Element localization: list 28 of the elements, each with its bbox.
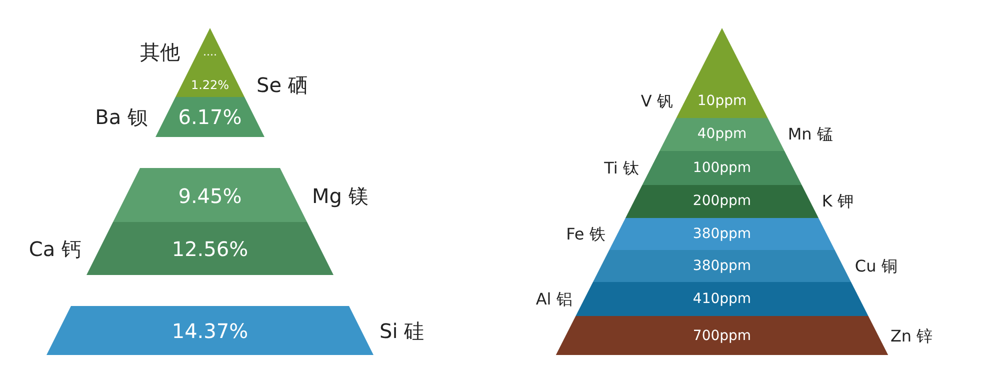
category-label: Cu 铜 xyxy=(854,256,898,276)
data-label: 380ppm xyxy=(692,226,752,242)
category-label: Ca 钙 xyxy=(28,237,82,261)
data-label: 100ppm xyxy=(692,160,752,176)
data-label: 700ppm xyxy=(692,328,752,344)
category-label: Zn 锌 xyxy=(890,326,933,346)
category-label: Si 硅 xyxy=(380,319,424,343)
data-label: 410ppm xyxy=(692,291,752,307)
data-label: 12.56% xyxy=(172,237,248,261)
category-label: Se 硒 xyxy=(256,73,308,97)
category-label: Ba 钡 xyxy=(95,105,148,129)
data-label: 10ppm xyxy=(697,93,747,109)
data-label: 40ppm xyxy=(697,126,747,142)
category-label: Mg 镁 xyxy=(312,184,368,208)
category-label: K 钾 xyxy=(822,192,854,210)
category-label: Ti 钛 xyxy=(603,158,639,178)
data-label: 9.45% xyxy=(178,184,242,208)
category-label: Fe 铁 xyxy=(566,224,606,244)
category-label: Mn 锰 xyxy=(788,124,833,144)
category-label: Al 铝 xyxy=(536,290,572,308)
category-label: V 钒 xyxy=(640,92,673,110)
data-label: 1.22% xyxy=(190,78,230,92)
category-label: 其他 xyxy=(140,40,180,64)
data-label: .... xyxy=(203,46,217,58)
data-label: 14.37% xyxy=(172,319,248,343)
data-label: 200ppm xyxy=(692,193,752,209)
data-label: 380ppm xyxy=(692,258,752,274)
data-label: 6.17% xyxy=(178,105,242,129)
